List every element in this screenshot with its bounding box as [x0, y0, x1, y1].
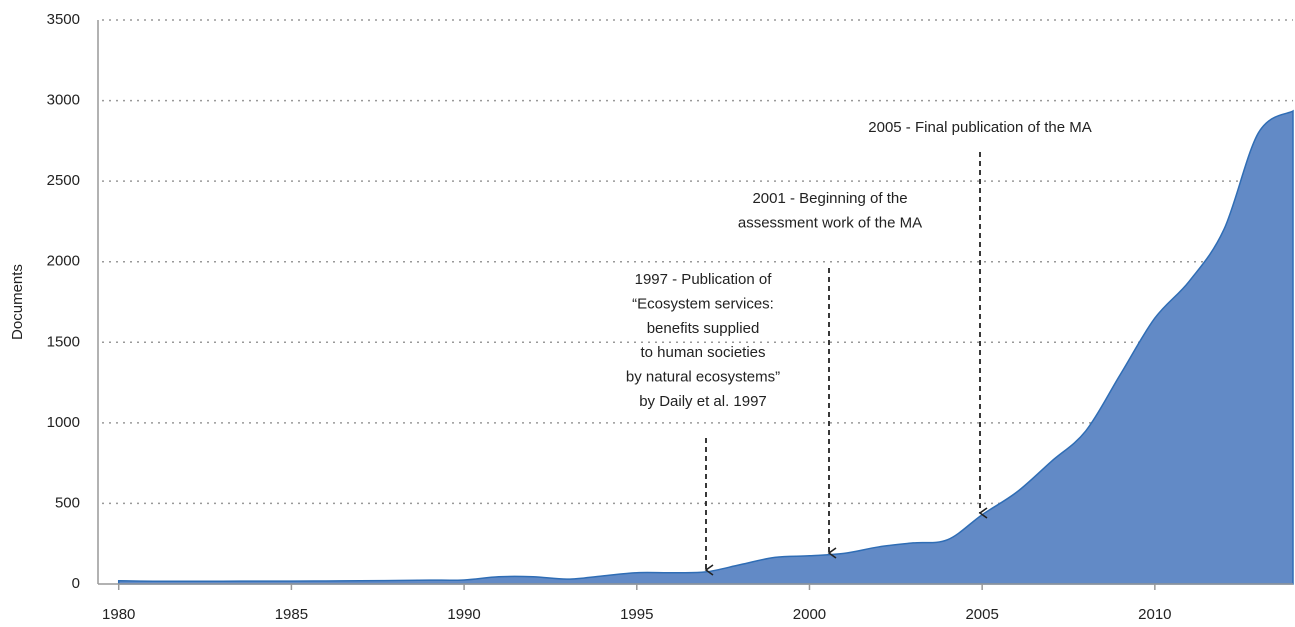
- y-tick-label: 0: [72, 575, 80, 592]
- y-tick-label: 500: [55, 494, 80, 511]
- annotation-text: to human societies: [640, 344, 765, 361]
- x-tick-label: 1985: [275, 606, 308, 623]
- annotation-text: benefits supplied: [647, 320, 760, 337]
- annotation-text: by Daily et al. 1997: [639, 393, 767, 410]
- annotation-text: 1997 - Publication of: [635, 271, 773, 288]
- y-axis-label: Documents: [9, 264, 26, 340]
- y-tick-label: 2500: [47, 172, 80, 189]
- x-tick-label: 2010: [1138, 606, 1171, 623]
- y-tick-label: 2000: [47, 253, 80, 270]
- x-tick-label: 1995: [620, 606, 653, 623]
- x-tick-label: 2000: [793, 606, 826, 623]
- annotation-text: assessment work of the MA: [738, 214, 922, 231]
- area: [117, 109, 1294, 585]
- y-tick-label: 3500: [47, 11, 80, 28]
- x-tick-label: 1990: [447, 606, 480, 623]
- annotation-text: “Ecosystem services:: [632, 295, 774, 312]
- y-tick-label: 3000: [47, 92, 80, 109]
- y-tick-label: 1000: [47, 414, 80, 431]
- x-tick-label: 1980: [102, 606, 135, 623]
- annotation-text: 2001 - Beginning of the: [752, 190, 907, 207]
- x-tick-label: 2005: [965, 606, 998, 623]
- annotation-text: 2005 - Final publication of the MA: [868, 119, 1091, 136]
- y-tick-label: 1500: [47, 333, 80, 350]
- annotation-text: by natural ecosystems”: [626, 369, 780, 386]
